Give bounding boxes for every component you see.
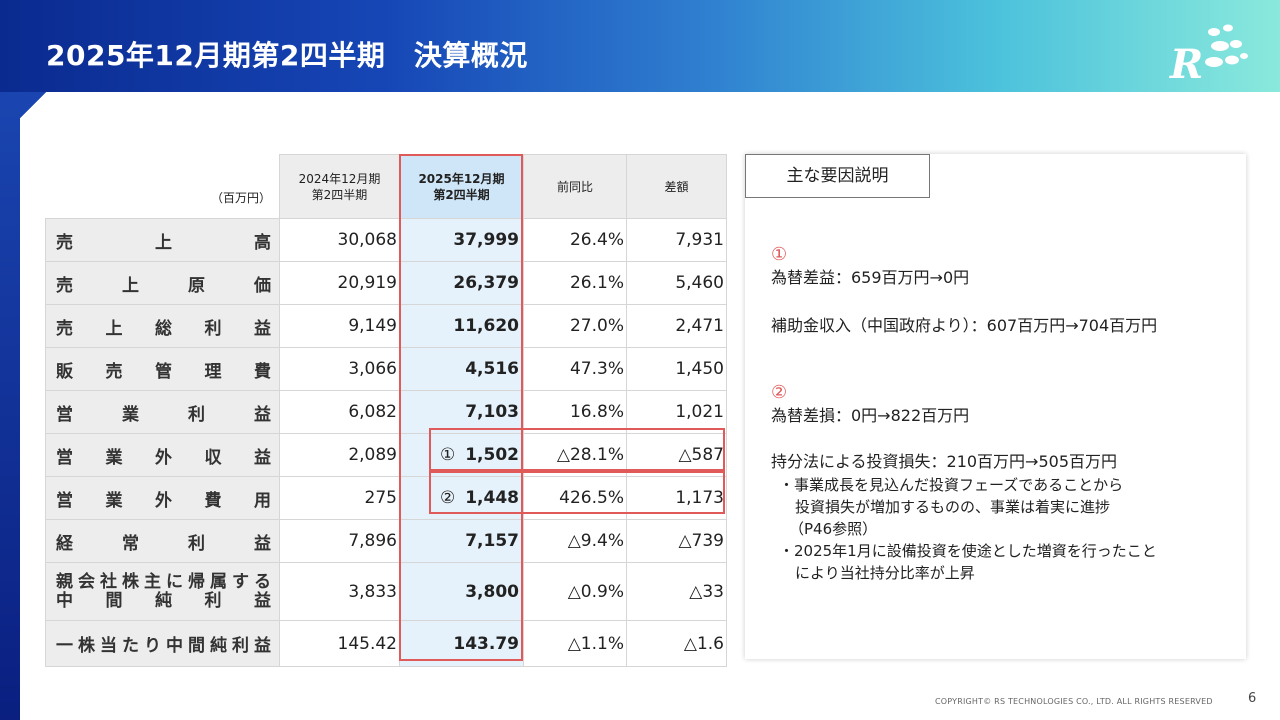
row-label: 一株当たり中間純利益 — [56, 636, 271, 656]
header-diff: 差額 — [626, 154, 727, 219]
current-value: 26,379 — [399, 261, 524, 305]
yoy-value: 27.0% — [523, 304, 627, 348]
diff-value: 1,450 — [626, 347, 727, 391]
page-number: 6 — [1248, 691, 1257, 706]
yoy-value: △9.4% — [523, 519, 627, 563]
diff-value: △1.6 — [626, 620, 727, 667]
diff-value: 5,460 — [626, 261, 727, 305]
yoy-value: 26.4% — [523, 218, 627, 262]
yoy-value: △28.1% — [523, 433, 627, 477]
diff-value: △739 — [626, 519, 727, 563]
header-prev-period: 2024年12月期 第2四半期 — [279, 154, 400, 219]
current-value: 3,800 — [399, 562, 524, 621]
header-band: 2025年12月期第2四半期 決算概況 R — [0, 0, 1280, 92]
table-row: 売上高 30,068 37,999 26.4% 7,931 — [45, 218, 727, 262]
yoy-value: 426.5% — [523, 476, 627, 520]
page-title: 2025年12月期第2四半期 決算概況 — [46, 39, 528, 72]
svg-text:R: R — [1169, 41, 1203, 84]
prev-value: 275 — [279, 476, 400, 520]
prev-value: 3,066 — [279, 347, 400, 391]
prev-value: 3,833 — [279, 562, 400, 621]
table-row: 営業外費用 275 ② 1,448 426.5% 1,173 — [45, 476, 727, 520]
explanation-subline: 投資損失が増加するものの、事業は着実に進捗 — [795, 498, 1111, 516]
current-value: 7,157 — [399, 519, 524, 563]
note-marker-1: ① — [439, 445, 456, 465]
yoy-value: △0.9% — [523, 562, 627, 621]
explanation-line: 補助金収入（中国政府より）：607百万円→704百万円 — [771, 316, 1158, 335]
row-label: 営業外費用 — [56, 490, 271, 511]
row-label: 親会社株主に帰属する 中間純利益 — [56, 572, 271, 611]
explanation-subline: により当社持分比率が上昇 — [795, 564, 975, 582]
explanation-line: 為替差損：0円→822百万円 — [771, 406, 970, 425]
note-marker-2: ② — [439, 488, 456, 508]
current-value: 11,620 — [399, 304, 524, 348]
table-row: 経常利益 7,896 7,157 △9.4% △739 — [45, 519, 727, 563]
table-row: 販売管理費 3,066 4,516 47.3% 1,450 — [45, 347, 727, 391]
row-label: 売上総利益 — [56, 318, 271, 339]
unit-label: （百万円） — [45, 154, 280, 219]
panel-body: ① 為替差益：659百万円→0円 補助金収入（中国政府より）：607百万円→70… — [771, 244, 1241, 584]
explanation-line: 為替差益：659百万円→0円 — [771, 268, 970, 287]
explanation-panel: 主な要因説明 ① 為替差益：659百万円→0円 補助金収入（中国政府より）：60… — [745, 154, 1246, 659]
table-row: 一株当たり中間純利益 145.42 143.79 △1.1% △1.6 — [45, 620, 727, 667]
note-marker-2: ② — [771, 382, 788, 403]
row-label: 営業外収益 — [56, 447, 271, 468]
header-yoy: 前同比 — [523, 154, 627, 219]
left-frame-bar — [0, 92, 20, 720]
current-value: 37,999 — [399, 218, 524, 262]
yoy-value: △1.1% — [523, 620, 627, 667]
prev-value: 6,082 — [279, 390, 400, 434]
table-row: 売上原価 20,919 26,379 26.1% 5,460 — [45, 261, 727, 305]
prev-value: 30,068 — [279, 218, 400, 262]
table-row: 営業利益 6,082 7,103 16.8% 1,021 — [45, 390, 727, 434]
row-label: 売上原価 — [56, 275, 271, 296]
table-row: 親会社株主に帰属する 中間純利益 3,833 3,800 △0.9% △33 — [45, 562, 727, 621]
table-row: 売上総利益 9,149 11,620 27.0% 2,471 — [45, 304, 727, 348]
explanation-subline: ・2025年1月に設備投資を使途とした増資を行ったこと — [779, 542, 1157, 560]
row-label: 営業利益 — [56, 404, 271, 425]
row-label: 販売管理費 — [56, 361, 271, 382]
prev-value: 145.42 — [279, 620, 400, 667]
prev-value: 7,896 — [279, 519, 400, 563]
current-value: ② 1,448 — [399, 476, 524, 520]
explanation-subline: （P46参照） — [789, 520, 878, 538]
explanation-subline: ・事業成長を見込んだ投資フェーズであることから — [779, 476, 1124, 494]
row-label: 売上高 — [56, 232, 271, 253]
explanation-line: 持分法による投資損失：210百万円→505百万円 — [771, 452, 1118, 471]
prev-value: 9,149 — [279, 304, 400, 348]
diff-value: 7,931 — [626, 218, 727, 262]
yoy-value: 26.1% — [523, 261, 627, 305]
yoy-value: 16.8% — [523, 390, 627, 434]
copyright-footer: COPYRIGHT© RS TECHNOLOGIES CO., LTD. ALL… — [935, 697, 1213, 706]
company-logo-icon: R — [1169, 24, 1248, 84]
diff-value: 1,173 — [626, 476, 727, 520]
yoy-value: 47.3% — [523, 347, 627, 391]
diff-value: 2,471 — [626, 304, 727, 348]
diff-value: △33 — [626, 562, 727, 621]
table-row: 営業外収益 2,089 ① 1,502 △28.1% △587 — [45, 433, 727, 477]
note-marker-1: ① — [771, 244, 788, 265]
financial-summary-table: （百万円） 2024年12月期 第2四半期 2025年12月期 第2四半期 前同比 … — [45, 154, 727, 667]
current-value: ① 1,502 — [399, 433, 524, 477]
prev-value: 20,919 — [279, 261, 400, 305]
frame-corner — [20, 92, 46, 118]
panel-heading: 主な要因説明 — [745, 154, 930, 198]
current-value: 143.79 — [399, 620, 524, 667]
current-value: 7,103 — [399, 390, 524, 434]
current-value: 4,516 — [399, 347, 524, 391]
row-label: 経常利益 — [56, 533, 271, 554]
diff-value: △587 — [626, 433, 727, 477]
prev-value: 2,089 — [279, 433, 400, 477]
header-current-period: 2025年12月期 第2四半期 — [399, 154, 524, 219]
diff-value: 1,021 — [626, 390, 727, 434]
